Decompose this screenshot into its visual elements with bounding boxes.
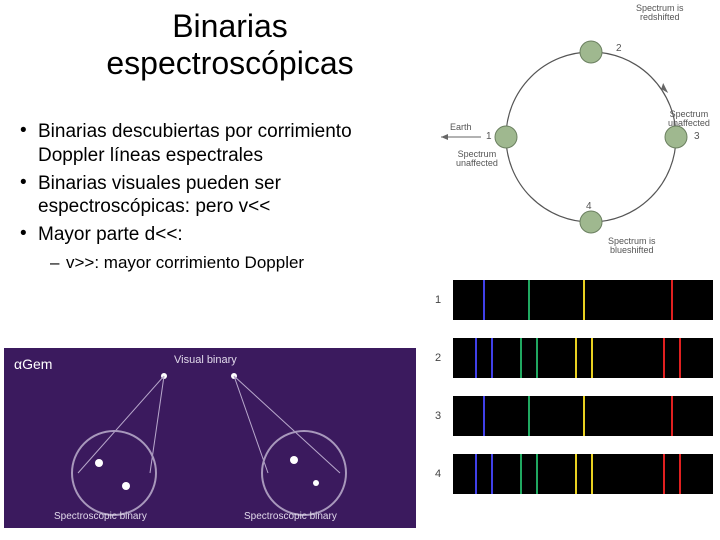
spectral-line [575,454,577,494]
orbit-panel: Spectrum isredshifted 2 Spectrumunaffected… [436,2,716,262]
bullet-dot: • [20,172,38,220]
bullet-text: Mayor parte d<<: [38,223,420,247]
spectral-line [475,338,477,378]
bullet-item: • Binarias descubiertas por corrimiento … [20,120,420,168]
orbit-label: Spectrumunaffected [456,150,498,168]
orbit-label: Spectrum isredshifted [636,4,684,22]
bullet-dash: – [50,253,66,273]
visual-binary-diagram [4,348,416,528]
bullet-item: • Mayor parte d<<: [20,223,420,247]
spectral-line [583,396,585,436]
spectral-line [483,396,485,436]
spectral-line [528,280,530,320]
orbit-position-number: 3 [694,132,700,142]
bullet-item: • Binarias visuales pueden ser espectros… [20,172,420,220]
orbit-position-number: 1 [486,132,492,142]
bullet-text: Binarias descubiertas por corrimiento Do… [38,120,420,168]
bullet-dot: • [20,120,38,168]
spectral-line [491,338,493,378]
spectral-line [491,454,493,494]
bullet-list: • Binarias descubiertas por corrimiento … [20,120,420,273]
visual-binary-panel: αGem Visual binary Spectroscopic binary … [4,348,416,528]
orbit-diagram [436,2,716,262]
spectral-line [528,396,530,436]
sub-bullet-text: v>>: mayor corrimiento Doppler [66,253,420,273]
spectral-line [536,454,538,494]
orbit-label: Spectrumunaffected [668,110,710,128]
spectral-line [591,338,593,378]
orbit-position-number: 2 [616,44,622,54]
orbit-position-number: 4 [586,202,592,212]
spectra-panel: 1 2 3 4 [431,280,716,525]
spectrum-bar [453,396,713,436]
bullet-dot: • [20,223,38,247]
spectral-line [663,338,665,378]
vb-caption-right: Spectroscopic binary [244,511,337,522]
spectrum-number: 1 [435,294,441,306]
spectral-line [475,454,477,494]
spectral-line [483,280,485,320]
title-line-2: espectroscópicas [106,45,353,81]
earth-label: Earth [450,123,472,132]
title-line-1: Binarias [172,8,288,44]
sub-bullet-item: – v>>: mayor corrimiento Doppler [50,253,420,273]
spectrum-bar [453,454,713,494]
spectrum-number: 2 [435,352,441,364]
spectral-line [536,338,538,378]
spectrum-number: 3 [435,410,441,422]
spectral-line [575,338,577,378]
spectral-line [520,338,522,378]
spectral-line [591,454,593,494]
spectral-line [679,338,681,378]
spectral-line [679,454,681,494]
spectrum-number: 4 [435,468,441,480]
bullet-text: Binarias visuales pueden ser espectroscó… [38,172,420,220]
spectrum-bar [453,280,713,320]
spectral-line [520,454,522,494]
spectral-line [663,454,665,494]
slide-title: Binarias espectroscópicas [30,8,430,82]
spectral-line [671,396,673,436]
spectral-line [583,280,585,320]
vb-caption-left: Spectroscopic binary [54,511,147,522]
orbit-label: Spectrum isblueshifted [608,237,656,255]
spectrum-bar [453,338,713,378]
spectral-line [671,280,673,320]
